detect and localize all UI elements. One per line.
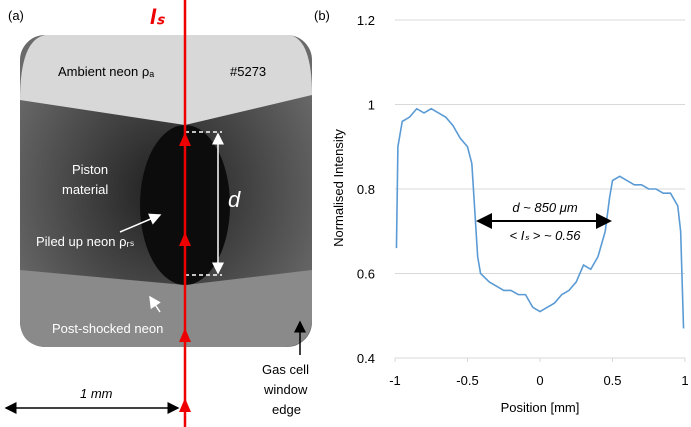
annotation: < Iₛ > ~ 0.56 xyxy=(510,228,582,243)
piston-label: material xyxy=(62,182,108,197)
x-axis-label: Position [mm] xyxy=(501,400,580,415)
shot-label: #5273 xyxy=(230,64,266,79)
y-tick-label: 1 xyxy=(368,98,375,113)
beam-label: Iₛ xyxy=(150,4,165,29)
ambient-region xyxy=(20,35,312,125)
x-tick-label: 1 xyxy=(681,373,688,388)
window-label: Gas cell xyxy=(262,362,309,377)
d-label: d xyxy=(228,187,241,212)
post-pointer xyxy=(149,295,161,313)
y-tick-label: 1.2 xyxy=(357,13,375,28)
piled-label: Piled up neon ρᵣₛ xyxy=(36,234,135,249)
data-line xyxy=(395,107,685,329)
panel-label: (b) xyxy=(314,8,330,23)
panel-label: (a) xyxy=(8,8,24,23)
piled-pointer xyxy=(119,213,162,233)
post-label: Post-shocked neon xyxy=(52,321,163,336)
scale-label: 1 mm xyxy=(80,386,113,401)
x-tick-label: 0.5 xyxy=(603,373,621,388)
y-tick-label: 0.6 xyxy=(357,267,375,282)
post-shock-region xyxy=(20,270,312,347)
y-tick-label: 0.4 xyxy=(357,351,375,366)
x-tick-label: -1 xyxy=(389,373,401,388)
x-tick-label: 0 xyxy=(536,373,543,388)
ambient-label: Ambient neon ρₐ xyxy=(58,64,154,79)
annotation: d ~ 850 μm xyxy=(512,200,577,215)
piston-label: Piston xyxy=(72,162,108,177)
y-axis-label: Normalised Intensity xyxy=(331,129,346,247)
window-label: window xyxy=(263,382,308,397)
line-chart: (b) Position [mm] Normalised Intensity 0… xyxy=(314,8,689,415)
x-tick-label: -0.5 xyxy=(456,373,478,388)
window-label: edge xyxy=(272,402,301,417)
beam-arrows xyxy=(179,132,191,412)
y-tick-label: 0.8 xyxy=(357,182,375,197)
radiograph: (a) Iₛ Ambient neon ρₐ #5273 Piston mate… xyxy=(4,0,312,427)
